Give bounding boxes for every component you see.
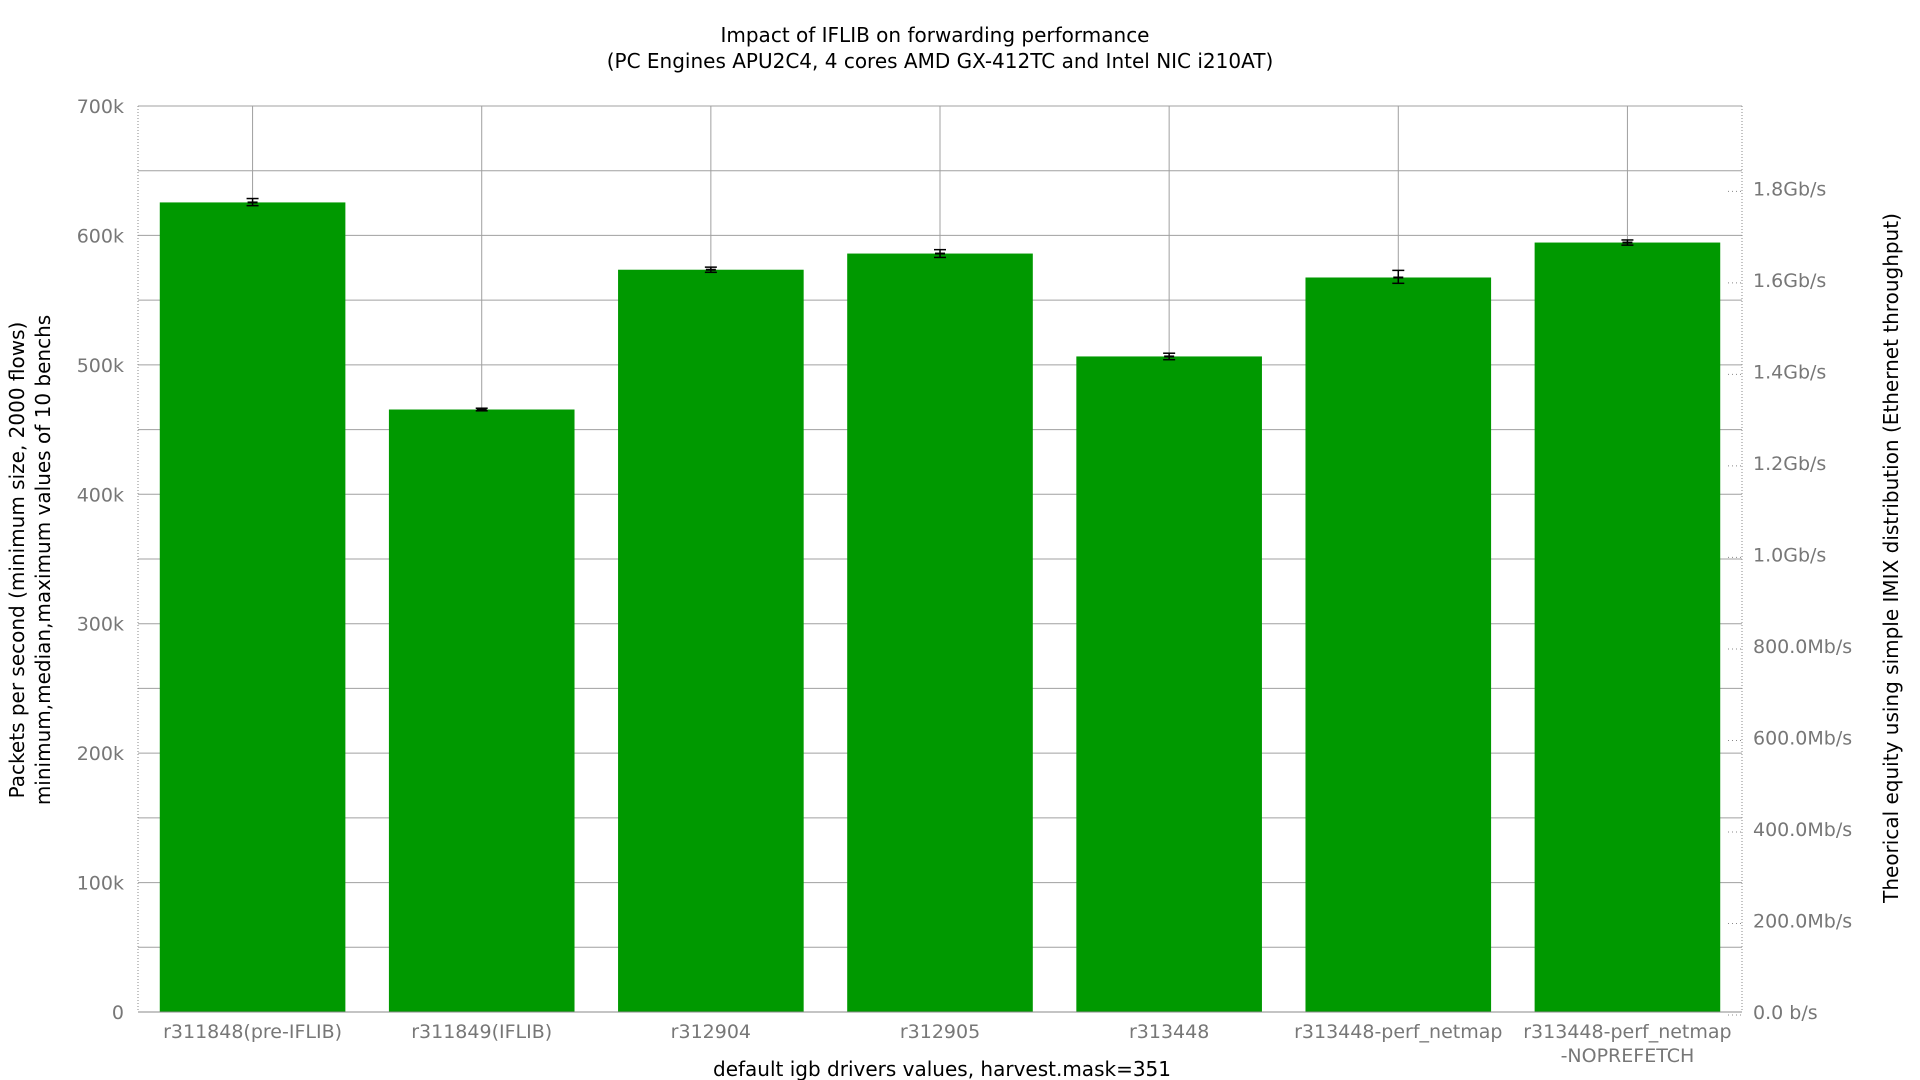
y2-tick-labels: 0.0 b/s 200.0Mb/s 400.0Mb/s 600.0Mb/s 800.0M… [1728, 178, 1852, 1024]
y2-axis-label: Theorical equity using simple IMIX distr… [1879, 213, 1903, 904]
x-tick-labels: r311848(pre-IFLIB) r311849(IFLIB) r312904 r… [163, 1021, 1731, 1067]
chart-subtitle: (PC Engines APU2C4, 4 cores AMD GX-412TC… [607, 49, 1274, 73]
x-tick-label: r311849(IFLIB) [411, 1021, 552, 1043]
y2-tick-label: 1.8Gb/s [1753, 178, 1826, 200]
y2-tick-label: 800.0Mb/s [1753, 636, 1852, 658]
y-tick-label: 200k [77, 743, 124, 765]
x-tick-label: r313448 [1129, 1021, 1209, 1043]
y-tick-label: 300k [77, 614, 124, 636]
bar [159, 202, 346, 1012]
bar [847, 253, 1033, 1012]
bars [159, 202, 1721, 1013]
axes [137, 106, 1743, 1013]
y-tick-label: 0 [112, 1002, 124, 1024]
bar [1076, 356, 1262, 1012]
y-tick-label: 400k [77, 484, 124, 506]
x-tick-label: r312904 [671, 1021, 751, 1043]
y2-tick-label: 600.0Mb/s [1753, 727, 1852, 749]
y2-tick-label: 0.0 b/s [1753, 1002, 1818, 1024]
bar [618, 269, 804, 1012]
y2-tick-label: 1.0Gb/s [1753, 544, 1826, 566]
x-tick-label: r311848(pre-IFLIB) [163, 1021, 342, 1043]
y2-tick-label: 1.6Gb/s [1753, 270, 1826, 292]
chart-title: Impact of IFLIB on forwarding performanc… [720, 23, 1149, 47]
x-tick-label: r312905 [900, 1021, 980, 1043]
x-tick-label: r313448-perf_netmap [1523, 1021, 1731, 1043]
x-tick-label: -NOPREFETCH [1561, 1045, 1695, 1067]
y-tick-labels: 0 100k 200k 300k 400k 500k 600k 700k [77, 96, 124, 1024]
y-tick-label: 500k [77, 355, 124, 377]
error-bars [246, 197, 1634, 412]
y2-tick-label: 400.0Mb/s [1753, 819, 1852, 841]
bar [1305, 277, 1492, 1012]
x-tick-label: r313448-perf_netmap [1294, 1021, 1502, 1043]
y-tick-label: 700k [77, 96, 124, 118]
y-axis-label-line1: Packets per second (minimum size, 2000 f… [5, 322, 29, 799]
y-axis-label-line2: minimum,median,maximum values of 10 benc… [31, 315, 55, 805]
y2-tick-label: 200.0Mb/s [1753, 910, 1852, 932]
y2-tick-label: 1.4Gb/s [1753, 361, 1826, 383]
y-tick-label: 100k [77, 873, 124, 895]
y-tick-label: 600k [77, 225, 124, 247]
y2-tick-label: 1.2Gb/s [1753, 453, 1826, 475]
x-axis-label: default igb drivers values, harvest.mask… [713, 1057, 1171, 1080]
bar [1534, 242, 1721, 1013]
bar [388, 409, 575, 1012]
